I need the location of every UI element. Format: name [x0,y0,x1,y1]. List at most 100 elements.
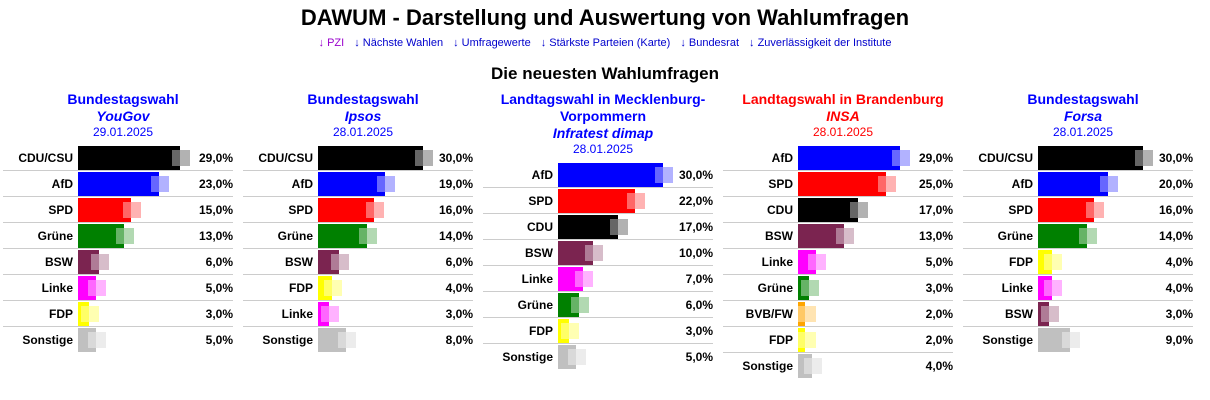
previous-result-marker [571,297,589,313]
previous-result-marker [338,332,356,348]
party-value: 14,0% [1148,222,1193,249]
party-value: 6,0% [668,291,713,318]
party-value: 3,0% [188,300,233,327]
poll-row: Sonstige 5,0% [3,327,233,352]
poll-header[interactable]: Bundestagswahl Forsa 28.01.2025 [963,91,1203,139]
party-label: FDP [243,274,318,301]
previous-result-marker [87,280,106,296]
party-value: 30,0% [668,162,713,188]
nav-link[interactable]: ↓ Nächste Wahlen [354,37,444,49]
party-label: Grüne [243,222,318,249]
party-value: 13,0% [908,222,953,249]
nav-link[interactable]: ↓ Bundesrat [680,37,740,49]
poll-row: FDP 2,0% [723,326,953,353]
nav-link[interactable]: ↓ PZI [318,37,345,49]
party-value: 4,0% [925,358,953,373]
nav-link[interactable]: ↓ Stärkste Parteien (Karte) [540,37,671,49]
bar-cell [558,187,668,214]
previous-result-marker [627,193,645,209]
result-bar [798,276,809,300]
bar-cell [78,145,190,171]
bar-cell [1038,145,1153,171]
previous-result-marker [655,167,673,183]
party-value: 30,0% [428,145,473,171]
previous-result-marker [877,176,896,192]
party-label: Sonstige [262,332,313,347]
previous-result-marker [1100,176,1118,192]
party-value: 29,0% [188,145,233,171]
previous-result-marker [560,323,579,339]
party-value: 6,0% [188,248,233,275]
poll-panel: Bundestagswahl YouGov 29.01.2025 CDU/CSU 29,… [3,91,243,378]
poll-panel: Bundestagswahl Ipsos 28.01.2025 CDU/CSU 30,0… [243,91,483,378]
result-bar [318,328,346,352]
bar-cell [798,300,908,327]
nav-link[interactable]: ↓ Umfragewerte [453,37,531,49]
party-value: 15,0% [188,196,233,223]
poll-row: CDU/CSU 30,0% [963,145,1193,171]
party-value: 10,0% [668,239,713,266]
previous-result-marker [331,254,349,270]
result-bar [78,250,99,274]
bar-cell [318,327,428,352]
poll-row: AfD 30,0% [483,162,713,188]
party-value: 4,0% [1148,274,1193,301]
previous-result-marker [798,332,816,348]
section-title: Die neuesten Wahlumfragen [491,64,719,83]
bar-cell [78,300,188,327]
bar-cell [1038,248,1148,275]
previous-result-marker [800,280,819,296]
poll-header[interactable]: Bundestagswahl Ipsos 28.01.2025 [243,91,483,139]
party-label: CDU/CSU [243,145,318,171]
poll-header[interactable]: Bundestagswahl YouGov 29.01.2025 [3,91,243,139]
poll-row: Grüne 13,0% [3,222,233,249]
bar-cell [798,353,908,378]
poll-row: CDU 17,0% [723,196,953,223]
party-value: 16,0% [1148,196,1193,223]
result-bar [78,224,124,248]
poll-row: BSW 6,0% [3,248,233,275]
poll-row: Sonstige 5,0% [483,344,713,369]
party-value: 2,0% [908,300,953,327]
previous-result-marker [1044,280,1062,296]
poll-header[interactable]: Landtagswahl in Brandenburg INSA 28.01.202… [723,91,963,139]
previous-result-marker [91,254,109,270]
previous-result-marker [115,228,134,244]
party-value: 14,0% [428,222,473,249]
party-value: 3,0% [668,317,713,344]
poll-date: 28.01.2025 [1052,125,1114,139]
poll-date: 29.01.2025 [92,125,154,139]
party-value: 17,0% [908,196,953,223]
result-bar [78,276,96,300]
poll-institute: INSA [826,108,860,124]
bar-cell [318,274,428,301]
poll-title: Bundestagswahl [307,91,419,107]
previous-result-marker [415,150,433,166]
result-bar [318,198,374,222]
previous-result-marker [891,150,910,166]
bar-cell [318,300,428,327]
party-label: CDU/CSU [963,145,1038,171]
poll-title: Landtagswahl in Mecklenburg-Vorpommern [500,91,706,124]
bar-cell [318,196,428,223]
result-bar [558,215,618,239]
party-value: 4,0% [1148,248,1193,275]
result-bar [318,250,339,274]
previous-result-marker [1040,306,1059,322]
poll-table: CDU/CSU 29,0% AfD 23,0% SPD 15,0% Grüne 13,0% BS… [3,145,233,352]
poll-row: Grüne 14,0% [963,222,1193,249]
result-bar [1038,302,1049,326]
result-bar [318,172,385,196]
party-label: FDP [3,300,78,327]
nav-link[interactable]: ↓ Zuverlässigkeit der Institute [749,37,892,49]
result-bar [558,267,583,291]
poll-header[interactable]: Landtagswahl in Mecklenburg-Vorpommern In… [483,91,723,156]
party-value: 22,0% [668,187,713,214]
party-label: CDU [723,196,798,223]
party-label: SPD [3,196,78,223]
poll-date: 28.01.2025 [572,142,634,156]
bar-cell [558,213,668,240]
party-label: SPD [243,196,318,223]
poll-institute: YouGov [96,108,150,124]
poll-row: Linke 4,0% [963,274,1193,301]
